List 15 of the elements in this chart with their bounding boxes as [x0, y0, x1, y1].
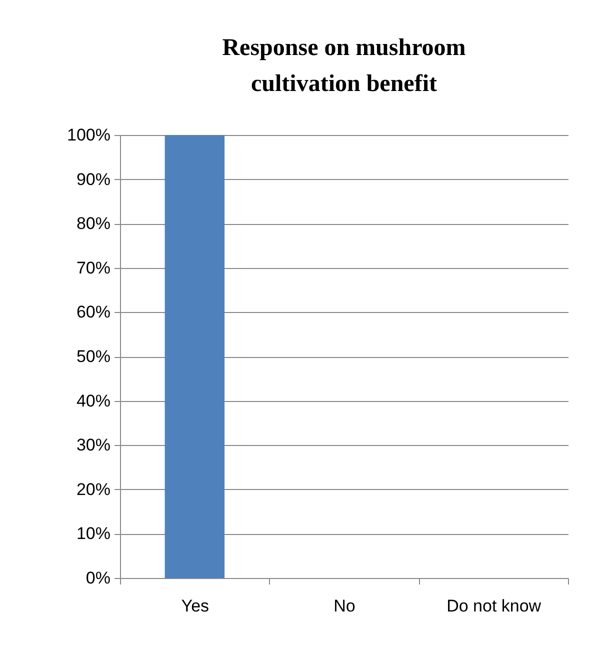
y-tick-label: 10% — [76, 524, 110, 544]
y-tick-label: 90% — [76, 170, 110, 189]
x-tick-label: Yes — [181, 596, 210, 616]
y-tick-label: 80% — [76, 214, 110, 234]
y-tick-label: 50% — [76, 347, 110, 366]
y-tick-label: 20% — [76, 480, 110, 499]
x-tick-label: Do not know — [446, 596, 542, 616]
x-tick-label: No — [334, 596, 356, 616]
y-tick-label: 0% — [86, 568, 110, 588]
y-tick-label: 30% — [76, 436, 110, 455]
y-tick-label: 70% — [76, 258, 110, 278]
y-tick-label: 60% — [76, 302, 110, 322]
y-tick-label: 100% — [67, 126, 110, 144]
y-tick-label: 40% — [76, 391, 110, 410]
chart-title: Response on mushroom cultivation benefit — [222, 35, 466, 97]
